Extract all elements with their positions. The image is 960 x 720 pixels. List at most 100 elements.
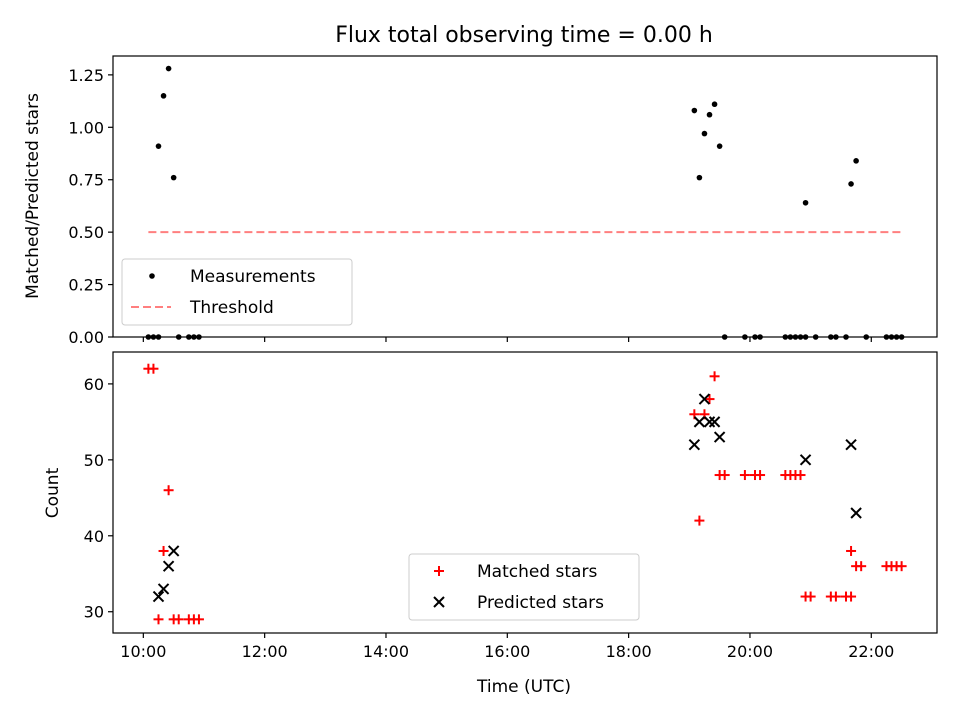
x-tick-label: 12:00 bbox=[242, 642, 288, 661]
x-tick-label: 22:00 bbox=[848, 642, 894, 661]
predicted-star-point bbox=[688, 438, 701, 451]
predicted-star-point bbox=[703, 416, 716, 428]
bottom-legend: Matched stars Predicted stars bbox=[408, 553, 640, 621]
legend-label: Threshold bbox=[189, 298, 274, 318]
legend-label: Matched stars bbox=[477, 562, 597, 582]
measurement-point bbox=[782, 334, 789, 340]
measurement-point bbox=[160, 93, 167, 99]
measurement-point bbox=[711, 101, 718, 108]
measurement-point bbox=[797, 334, 804, 340]
measurement-point bbox=[792, 334, 799, 340]
matched-star-point bbox=[795, 470, 806, 481]
measurement-point bbox=[863, 334, 870, 340]
matched-star-point bbox=[704, 394, 715, 405]
measurement-point bbox=[833, 334, 839, 340]
measurement-point bbox=[828, 334, 834, 340]
y-tick-label: 50 bbox=[84, 451, 104, 470]
axes-frame bbox=[112, 55, 938, 338]
matched-star-point bbox=[846, 591, 857, 602]
chart-title: Flux total observing time = 0.00 h bbox=[335, 23, 713, 48]
measurement-point bbox=[757, 334, 763, 340]
measurement-point bbox=[752, 334, 758, 340]
matched-star-point bbox=[173, 614, 184, 625]
measurement-point bbox=[802, 334, 809, 340]
matched-star-point bbox=[896, 561, 907, 572]
measurement-point bbox=[175, 334, 182, 340]
matched-star-point bbox=[158, 545, 169, 556]
matched-star-point bbox=[856, 561, 867, 572]
legend-cross-marker bbox=[433, 596, 445, 608]
y-tick-label: 60 bbox=[84, 375, 104, 394]
y-tick-label: 1.25 bbox=[68, 66, 104, 85]
measurement-point bbox=[716, 143, 723, 149]
measurement-point bbox=[888, 334, 895, 340]
predicted-star-point bbox=[708, 416, 721, 428]
legend-dot-marker bbox=[149, 273, 155, 279]
top-panel-ratio: 0.00 0.25 0.50 0.75 1.00 1.25 Measurements Thre… bbox=[68, 55, 938, 347]
measurement-point bbox=[893, 334, 900, 340]
measurement-point bbox=[701, 130, 708, 137]
predicted-star-point bbox=[167, 545, 180, 557]
measurement-point bbox=[155, 334, 162, 340]
measurement-point bbox=[155, 143, 162, 149]
matched-star-point bbox=[193, 614, 204, 625]
axes-frame bbox=[112, 351, 938, 634]
top-legend: Measurements Threshold bbox=[121, 258, 353, 326]
measurement-point bbox=[787, 334, 794, 340]
matched-star-point bbox=[846, 545, 857, 556]
measurement-point bbox=[196, 334, 202, 340]
measurement-point bbox=[165, 65, 172, 72]
legend-label: Measurements bbox=[190, 267, 316, 287]
y-tick-label: 1.00 bbox=[68, 118, 104, 137]
matched-star-point bbox=[709, 371, 720, 382]
measurement-point bbox=[742, 334, 748, 340]
measurement-point bbox=[691, 107, 698, 114]
bottom-y-axis-label: Count bbox=[43, 467, 63, 518]
x-axis-label: Time (UTC) bbox=[476, 677, 571, 697]
y-tick-label: 0.75 bbox=[68, 171, 104, 190]
measurement-point bbox=[898, 334, 905, 340]
measurement-point bbox=[191, 334, 197, 340]
measurement-point bbox=[843, 334, 849, 340]
predicted-star-point bbox=[157, 583, 170, 595]
measurement-point bbox=[883, 334, 890, 340]
matched-star-point bbox=[694, 515, 705, 526]
measurement-point bbox=[812, 334, 819, 340]
y-tick-label: 30 bbox=[84, 603, 104, 622]
bottom-panel-count: 30 40 50 60 10:00 12:00 14:00 16:00 18:00 20:00 22… bbox=[84, 351, 938, 661]
x-tick-label: 18:00 bbox=[606, 642, 652, 661]
legend-plus-marker bbox=[434, 566, 444, 576]
matched-star-point bbox=[153, 614, 164, 625]
predicted-star-point bbox=[152, 590, 165, 603]
matched-star-point bbox=[805, 591, 816, 602]
matched-star-point bbox=[719, 470, 730, 481]
measurement-point bbox=[145, 334, 152, 340]
predicted-star-point bbox=[845, 438, 857, 451]
predicted-star-point bbox=[162, 560, 175, 572]
measurement-point bbox=[706, 111, 713, 118]
measurement-point bbox=[186, 334, 192, 340]
predicted-star-point bbox=[713, 431, 726, 443]
x-tick-label: 10:00 bbox=[120, 642, 166, 661]
matched-star-point bbox=[755, 470, 766, 481]
y-tick-label: 0.50 bbox=[68, 223, 104, 242]
predicted-star-point bbox=[698, 393, 711, 405]
measurement-point bbox=[150, 334, 157, 340]
matched-star-point bbox=[830, 591, 841, 602]
measurement-point bbox=[696, 174, 703, 181]
x-tick-label: 16:00 bbox=[484, 642, 530, 661]
predicted-star-point bbox=[850, 507, 862, 519]
legend-label: Predicted stars bbox=[477, 593, 604, 613]
measurement-point bbox=[848, 181, 854, 187]
y-tick-label: 0.25 bbox=[68, 276, 104, 295]
matched-star-point bbox=[148, 363, 159, 374]
y-tick-label: 0.00 bbox=[68, 328, 104, 347]
matched-star-point bbox=[163, 485, 174, 496]
x-tick-label: 20:00 bbox=[727, 642, 773, 661]
measurement-point bbox=[721, 334, 728, 340]
measurement-point bbox=[853, 158, 859, 164]
x-tick-label: 14:00 bbox=[363, 642, 409, 661]
measurement-point bbox=[170, 174, 177, 181]
measurement-point bbox=[802, 199, 809, 206]
